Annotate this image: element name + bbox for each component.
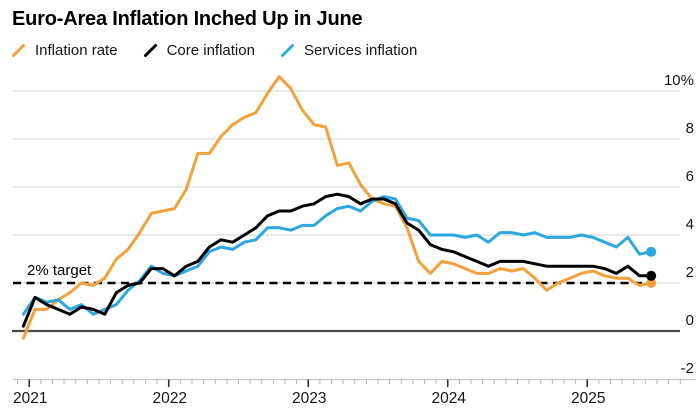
series-line-core-inflation bbox=[21, 192, 653, 328]
series-line-services-inflation bbox=[21, 195, 653, 316]
legend-item-inflation-rate: Inflation rate bbox=[11, 42, 118, 59]
series-line-inflation-rate bbox=[21, 75, 653, 340]
legend-item-services-inflation: Services inflation bbox=[280, 42, 417, 59]
y-axis-label: 2 bbox=[686, 264, 694, 281]
chart-legend: Inflation rate Core inflation Services i… bbox=[11, 42, 417, 59]
target-line-label: 2% target bbox=[27, 262, 92, 279]
y-axis-label: 0 bbox=[686, 312, 694, 329]
x-axis-label: 2022 bbox=[152, 390, 186, 407]
y-axis-label: 6 bbox=[686, 168, 694, 185]
legend-item-core-inflation: Core inflation bbox=[143, 42, 255, 59]
legend-label: Core inflation bbox=[166, 42, 255, 59]
x-axis-label: 2023 bbox=[292, 390, 326, 407]
y-axis-label: 10% bbox=[664, 72, 694, 89]
x-axis-label: 2025 bbox=[571, 390, 605, 407]
y-axis-label: -2 bbox=[681, 360, 694, 377]
black-line-swatch-icon bbox=[143, 44, 157, 57]
y-axis-label: 8 bbox=[686, 120, 694, 137]
x-axis-label: 2024 bbox=[431, 390, 466, 407]
latest-value-dot-inflation-rate bbox=[646, 278, 657, 288]
x-axis-label: 2021 bbox=[13, 390, 47, 407]
blue-line-swatch-icon bbox=[280, 44, 294, 57]
page-title: Euro-Area Inflation Inched Up in June bbox=[12, 8, 363, 30]
orange-line-swatch-icon bbox=[12, 44, 25, 57]
legend-label: Inflation rate bbox=[35, 42, 118, 59]
legend-label: Services inflation bbox=[303, 42, 418, 59]
y-axis-label: 4 bbox=[686, 216, 694, 233]
latest-value-dot-core-inflation bbox=[646, 270, 657, 281]
latest-value-dot-services-inflation bbox=[646, 246, 657, 257]
